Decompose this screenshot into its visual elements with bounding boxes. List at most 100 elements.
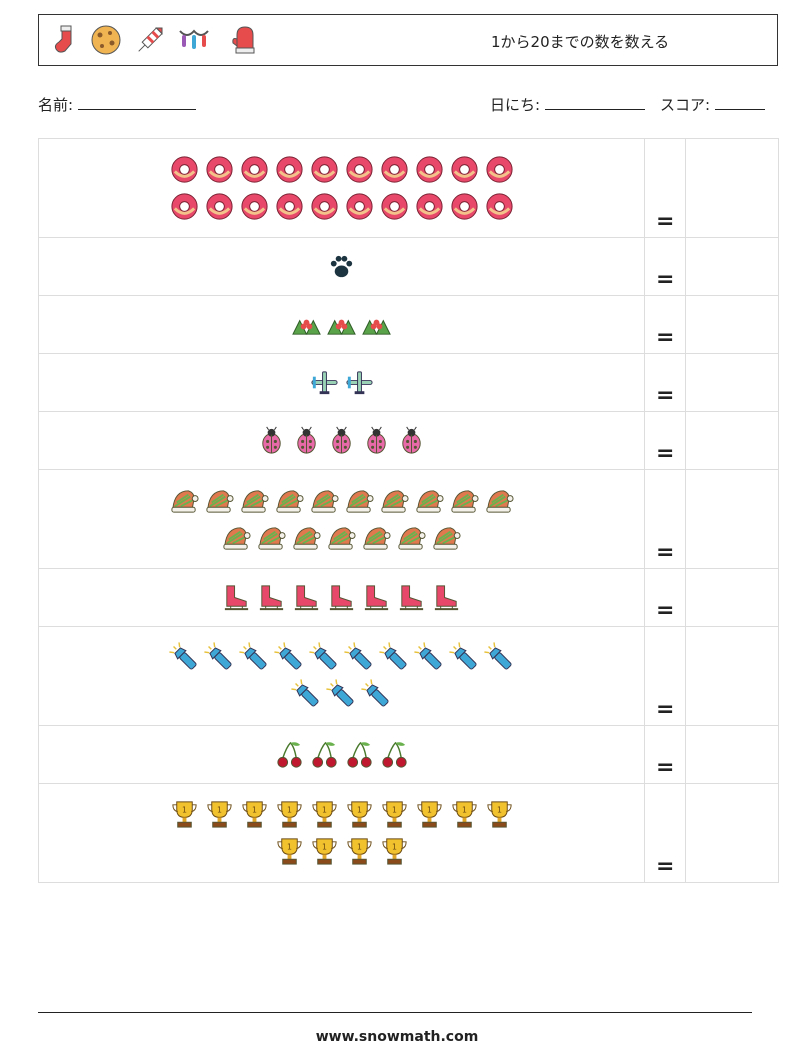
score-field: スコア: (660, 94, 765, 115)
donut-icon (206, 156, 233, 183)
ice-skate-icon (400, 585, 424, 611)
ice-skate-icon (365, 585, 389, 611)
svg-text:1: 1 (497, 806, 502, 815)
problem-row: = (37, 469, 779, 569)
svg-text:1: 1 (427, 806, 432, 815)
date-field: 日にち: (490, 94, 645, 115)
problem-row: = (37, 411, 779, 470)
ice-skate-icon (260, 585, 284, 611)
flashlight-icon (308, 642, 337, 670)
trophy-icon: 1 (347, 801, 372, 828)
donut-icon (311, 193, 338, 220)
trophy-icon: 1 (347, 838, 372, 865)
answer-box[interactable] (685, 411, 779, 470)
problem-row: = (37, 237, 779, 296)
answer-box[interactable] (685, 568, 779, 627)
picture-cell (37, 237, 646, 296)
svg-text:1: 1 (252, 806, 257, 815)
svg-text:1: 1 (392, 843, 397, 852)
donut-icon (346, 156, 373, 183)
trophy-icon: 1 (312, 801, 337, 828)
flashlight-icon (238, 642, 267, 670)
answer-box[interactable] (685, 353, 779, 412)
picture-cell (37, 138, 646, 238)
equals-sign: = (644, 469, 687, 569)
answer-box[interactable] (685, 626, 779, 726)
ladybug-icon (332, 426, 351, 454)
santa-hat-icon (206, 490, 234, 513)
donut-icon (451, 156, 478, 183)
donut-icon (451, 193, 478, 220)
problem-row: = (37, 353, 779, 412)
svg-text:1: 1 (217, 806, 222, 815)
santa-hat-icon (241, 490, 269, 513)
stocking-icon (54, 25, 72, 53)
holly-icon (327, 319, 356, 335)
answer-box[interactable] (685, 783, 779, 883)
picture-cell (37, 626, 646, 726)
footer-url: www.snowmath.com (315, 1029, 479, 1045)
flashlight-icon (483, 642, 512, 670)
donut-icon (416, 156, 443, 183)
donut-icon (486, 156, 513, 183)
donut-icon (346, 193, 373, 220)
answer-box[interactable] (685, 469, 779, 569)
answer-box[interactable] (685, 237, 779, 296)
firework-rocket-icon (138, 27, 163, 52)
donut-icon (276, 193, 303, 220)
ice-skate-icon (435, 585, 459, 611)
trophy-icon: 1 (312, 838, 337, 865)
santa-hat-icon (258, 527, 286, 550)
santa-hat-icon (346, 490, 374, 513)
equals-sign: = (644, 568, 687, 627)
answer-box[interactable] (685, 138, 779, 238)
picture-cell: 1 1 1 1 1 1 1 1 1 1 1 1 1 1 (37, 783, 646, 883)
answer-box[interactable] (685, 725, 779, 784)
svg-text:1: 1 (462, 806, 467, 815)
date-label: 日にち: (490, 96, 541, 114)
santa-hat-icon (328, 527, 356, 550)
santa-hat-icon (171, 490, 199, 513)
picture-cell (37, 568, 646, 627)
trophy-icon: 1 (277, 801, 302, 828)
holly-icon (362, 319, 391, 335)
worksheet-title: 1から20までの数を数える (491, 33, 670, 51)
ice-skate-icon (225, 585, 249, 611)
donut-icon (206, 193, 233, 220)
trophy-icon: 1 (487, 801, 512, 828)
svg-text:1: 1 (392, 806, 397, 815)
name-field: 名前: (38, 94, 196, 115)
footer-divider (38, 1012, 752, 1013)
ice-skate-icon (330, 585, 354, 611)
flashlight-icon (203, 642, 232, 670)
santa-hat-icon (381, 490, 409, 513)
trophy-icon: 1 (417, 801, 442, 828)
donut-icon (381, 156, 408, 183)
answer-box[interactable] (685, 295, 779, 354)
holly-icon (292, 319, 321, 335)
svg-text:1: 1 (287, 843, 292, 852)
ladybug-icon (402, 426, 421, 454)
donut-icon (171, 193, 198, 220)
score-blank[interactable] (714, 95, 765, 110)
svg-text:1: 1 (322, 806, 327, 815)
equals-sign: = (644, 783, 687, 883)
flashlight-icon (343, 642, 372, 670)
cherries-icon (382, 741, 407, 768)
trophy-icon: 1 (277, 838, 302, 865)
date-blank[interactable] (544, 95, 645, 110)
santa-hat-icon (363, 527, 391, 550)
flashlight-icon (361, 679, 389, 707)
score-label: スコア: (660, 96, 711, 114)
santa-hat-icon (293, 527, 321, 550)
donut-icon (311, 156, 338, 183)
trophy-icon: 1 (382, 838, 407, 865)
flashlight-icon (273, 642, 302, 670)
svg-text:1: 1 (322, 843, 327, 852)
trophy-icon: 1 (242, 801, 267, 828)
picture-cell (37, 469, 646, 569)
problem-row: = (37, 568, 779, 627)
name-blank[interactable] (77, 95, 196, 110)
cherries-icon (312, 741, 337, 768)
ice-skate-icon (295, 585, 319, 611)
